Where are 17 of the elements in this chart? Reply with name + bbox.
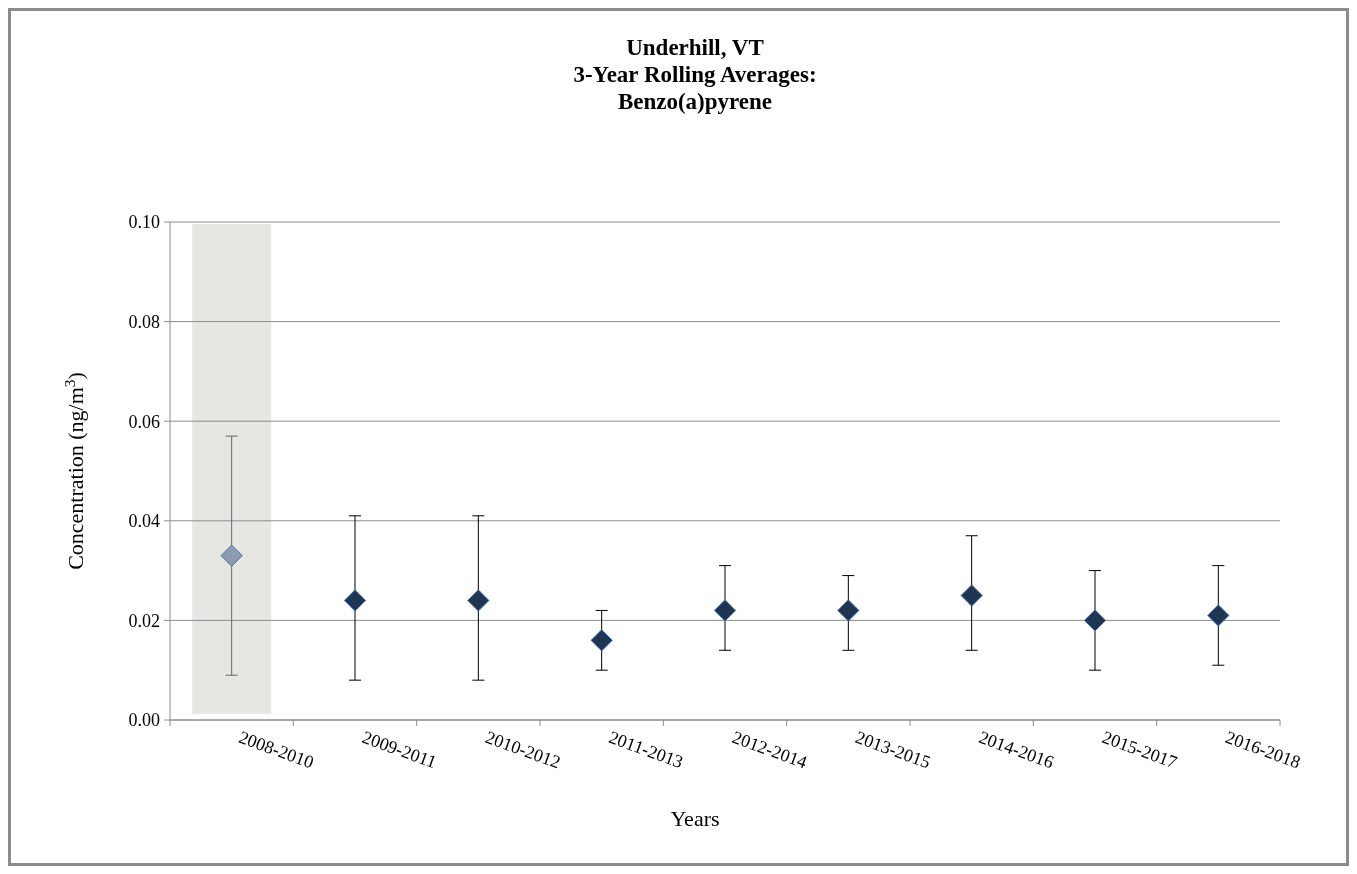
- point: [1083, 609, 1107, 632]
- chart-title: Underhill, VT 3-Year Rolling Averages: Benzo(a)pyrene: [573, 35, 817, 114]
- y-tick-label: 0.04: [128, 511, 160, 532]
- y-tick-label: 0.08: [128, 311, 160, 332]
- point: [713, 599, 737, 622]
- point: [1207, 604, 1230, 627]
- point: [590, 629, 613, 652]
- y-tick-label: 0.06: [128, 411, 160, 432]
- point: [467, 589, 490, 612]
- point: [960, 584, 983, 607]
- point: [343, 589, 367, 612]
- y-tick-label: 0.00: [128, 710, 160, 731]
- x-axis-title: Years: [670, 806, 720, 831]
- point: [837, 599, 860, 622]
- y-tick-label: 0.02: [128, 610, 160, 631]
- y-tick-label: 0.10: [128, 212, 160, 233]
- point: [220, 544, 243, 567]
